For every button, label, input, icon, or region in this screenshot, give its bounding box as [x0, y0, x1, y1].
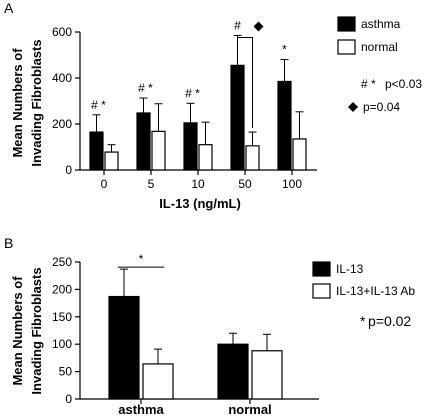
significance-marker: # * [185, 86, 200, 100]
bar [217, 343, 249, 400]
annotation-symbol: * [360, 313, 366, 329]
panel-label: A [4, 0, 14, 16]
x-axis-title: IL-13 (ng/mL) [159, 196, 241, 211]
panel-label: B [4, 235, 13, 251]
bar [89, 131, 104, 171]
bar [277, 80, 292, 171]
y-tick-label: 200 [52, 282, 72, 296]
diamond-icon [253, 21, 264, 32]
x-tick-label: 5 [148, 177, 155, 191]
bar [183, 122, 198, 171]
annotation-text: p<0.03 [385, 77, 422, 91]
y-tick-label: 50 [59, 365, 73, 379]
legend-swatch [312, 261, 331, 277]
legend-swatch [337, 39, 356, 55]
y-tick-label: 100 [52, 337, 72, 351]
bar [245, 145, 260, 171]
y-axis-title: Mean Numbers of [10, 48, 25, 158]
annotation-symbol: # * [361, 77, 376, 91]
significance-marker: * [282, 43, 287, 57]
legend-label: asthma [361, 17, 401, 31]
bar [198, 144, 213, 171]
x-tick-label: normal [228, 402, 271, 417]
bar [104, 151, 119, 171]
legend-label: normal [361, 40, 398, 54]
y-axis-title: Mean Numbers of [10, 276, 25, 386]
legend-swatch [337, 16, 356, 32]
significance-marker: * [139, 252, 144, 266]
x-tick-label: asthma [118, 402, 164, 417]
y-tick-label: 400 [52, 71, 72, 85]
y-tick-label: 600 [52, 25, 72, 39]
y-tick-label: 0 [65, 392, 72, 406]
legend-label: IL-13+IL-13 Ab [336, 284, 415, 298]
bar [151, 130, 166, 171]
y-axis-title: Invading Fibroblasts [29, 39, 44, 166]
significance-marker: # * [138, 81, 153, 95]
bar [292, 138, 307, 171]
bar [142, 363, 174, 400]
y-tick-label: 200 [52, 117, 72, 131]
diamond-icon [348, 102, 358, 112]
bar [136, 112, 151, 171]
x-tick-label: 10 [191, 177, 205, 191]
significance-marker: # [234, 18, 241, 32]
bar [230, 64, 245, 171]
y-axis-title: Invading Fibroblasts [29, 267, 44, 394]
bracket [237, 36, 253, 129]
x-tick-label: 50 [238, 177, 252, 191]
significance-marker: # * [91, 98, 106, 112]
bar [251, 350, 283, 400]
y-tick-label: 150 [52, 310, 72, 324]
x-tick-label: 0 [101, 177, 108, 191]
y-tick-label: 0 [65, 163, 72, 177]
annotation-text: p=0.02 [368, 313, 411, 329]
legend-label: IL-13 [336, 262, 364, 276]
legend-swatch [312, 283, 331, 299]
bar [108, 295, 140, 400]
annotation-text: p=0.04 [363, 100, 400, 114]
y-tick-label: 250 [52, 255, 72, 269]
x-tick-label: 100 [282, 177, 302, 191]
